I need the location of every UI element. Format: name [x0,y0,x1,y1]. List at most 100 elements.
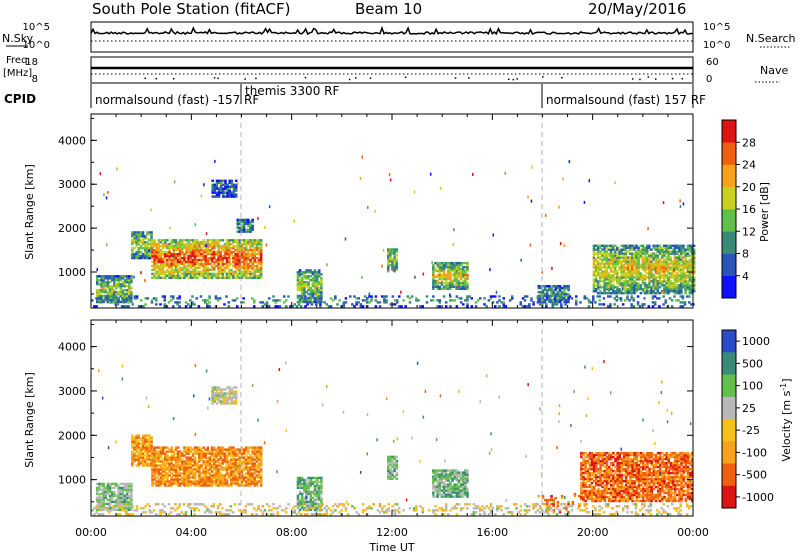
echo-cell [170,478,173,481]
echo-cell [100,290,103,294]
echo-cell [222,195,225,198]
echo-cell [148,252,151,256]
echo-cell [436,275,439,279]
echo-cell [208,462,212,465]
echo-cell [615,295,619,298]
echo-cell [155,464,159,467]
echo-cell [391,260,394,263]
echo-cell [548,298,551,302]
echo-cell [128,285,131,288]
echo-cell [646,284,649,287]
echo-cell [153,274,156,277]
echo-cell [628,286,632,289]
echo-cell [432,491,435,494]
echo-cell [671,244,675,247]
echo-cell [438,267,442,271]
echo-cell [646,252,649,255]
echo-cell [208,295,211,298]
echo-cell [387,268,390,271]
echo-cell [255,450,259,453]
echo-cell [639,254,643,257]
echo-cell [680,260,683,263]
echo-cell [309,290,313,294]
echo-cell [251,462,254,465]
echo-cell [315,275,319,278]
echo-cell [178,295,181,298]
echo-cell [113,292,116,296]
echo-cell [174,262,178,266]
echo-cell [527,195,529,199]
echo-cell [459,277,463,281]
nave-tick-bottom: 0 [706,74,712,85]
echo-cell [148,438,151,441]
echo-cell [153,276,156,279]
echo-cell [110,301,113,304]
echo-cell [153,468,156,471]
echo-cell [656,262,660,265]
echo-cell [692,284,696,287]
echo-cell [217,464,220,467]
echo-cell [143,250,147,254]
echo-cell [234,474,237,477]
echo-cell [594,288,598,291]
echo-cell [436,473,439,476]
echo-cell [592,250,596,253]
echo-cell [191,448,195,451]
echo-cell [669,268,672,271]
echo-cell [181,472,184,475]
echo-cell [157,464,161,467]
echo-cell [464,299,467,302]
echo-cell [230,454,233,457]
echo-cell [669,258,672,261]
echo-cell [128,298,131,302]
echo-cell [159,478,163,481]
echo-cell [447,277,450,281]
echo-cell [226,195,229,198]
echo-cell [530,297,533,300]
echo-cell [680,264,683,267]
echo-cell [618,252,621,255]
echo-cell [200,464,203,467]
echo-cell [253,239,257,242]
echo-cell [226,386,229,389]
echo-cell [153,258,156,262]
echo-cell [217,249,220,252]
echo-cell [314,303,318,306]
echo-cell [139,438,143,441]
echo-cell [660,260,664,263]
echo-cell [550,285,552,289]
echo-cell [240,264,244,268]
echo-cell [189,460,193,463]
echo-cell [259,258,263,262]
echo-cell [219,456,222,459]
echo-cell [183,266,186,270]
echo-cell [213,252,216,256]
echo-cell [303,273,306,276]
echo-cell [692,264,696,267]
echo-cell [669,284,672,287]
echo-cell [682,282,685,285]
echo-cell [200,448,203,451]
echo-cell [228,268,231,272]
echo-cell [296,277,300,280]
echo-cell [583,295,587,298]
echo-cell [531,165,533,169]
echo-cell [168,254,171,258]
echo-cell [684,256,687,259]
echo-cell [425,295,429,298]
echo-cell [251,252,254,256]
echo-cell [228,466,231,469]
echo-cell [660,254,664,257]
echo-cell [161,476,165,479]
echo-cell [660,256,664,259]
echo-cell [495,290,498,294]
echo-cell [438,281,442,285]
echo-cell [637,288,640,291]
echo-cell [96,486,99,490]
echo-cell [313,285,317,288]
echo-cell [178,245,182,248]
echo-cell [594,301,597,304]
echo-cell [620,268,623,271]
echo-cell [117,296,120,300]
echo-cell [161,466,165,469]
